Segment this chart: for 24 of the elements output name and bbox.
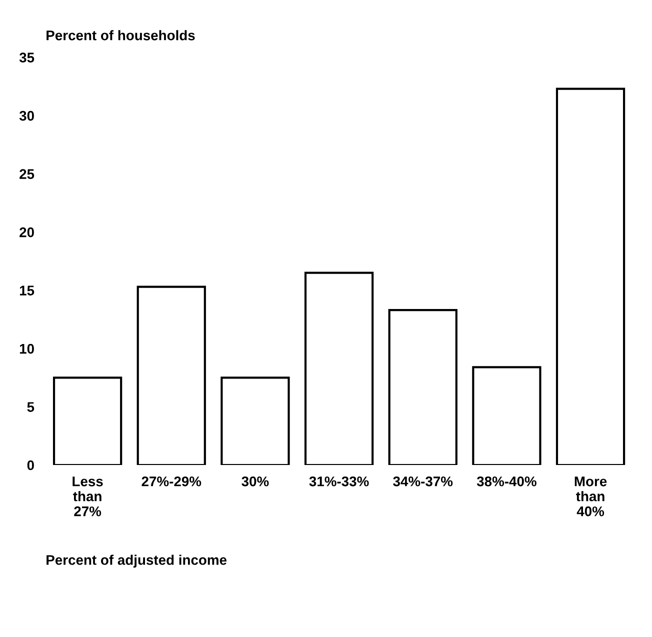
y-tick-label: 10 [20, 344, 34, 354]
y-tick-label: 5 [27, 402, 34, 412]
y-tick-label: 25 [20, 169, 34, 179]
bar [556, 88, 626, 466]
bar [472, 366, 542, 466]
bar [388, 309, 458, 466]
bar [136, 286, 206, 466]
y-axis-title: Percent of households [46, 30, 195, 40]
x-tick-label: 30% [242, 476, 269, 486]
bar [52, 376, 122, 466]
y-tick-label: 30 [19, 110, 34, 121]
x-tick-label: 31%-33% [309, 476, 369, 486]
x-tick-label: Less than 27% [72, 476, 103, 516]
bar [220, 376, 290, 466]
y-tick-label: 15 [20, 286, 34, 296]
x-tick-label: More than 40% [574, 476, 607, 516]
x-tick-label: 27%-29% [142, 476, 202, 486]
x-axis-title: Percent of adjusted income [46, 554, 227, 568]
y-tick-label: 35 [19, 52, 34, 63]
x-tick-label: 34%-37% [393, 476, 453, 486]
y-tick-label: 20 [20, 227, 34, 238]
y-tick-label: 0 [27, 460, 34, 470]
bar [304, 272, 374, 466]
x-tick-label: 38%-40% [476, 476, 536, 486]
